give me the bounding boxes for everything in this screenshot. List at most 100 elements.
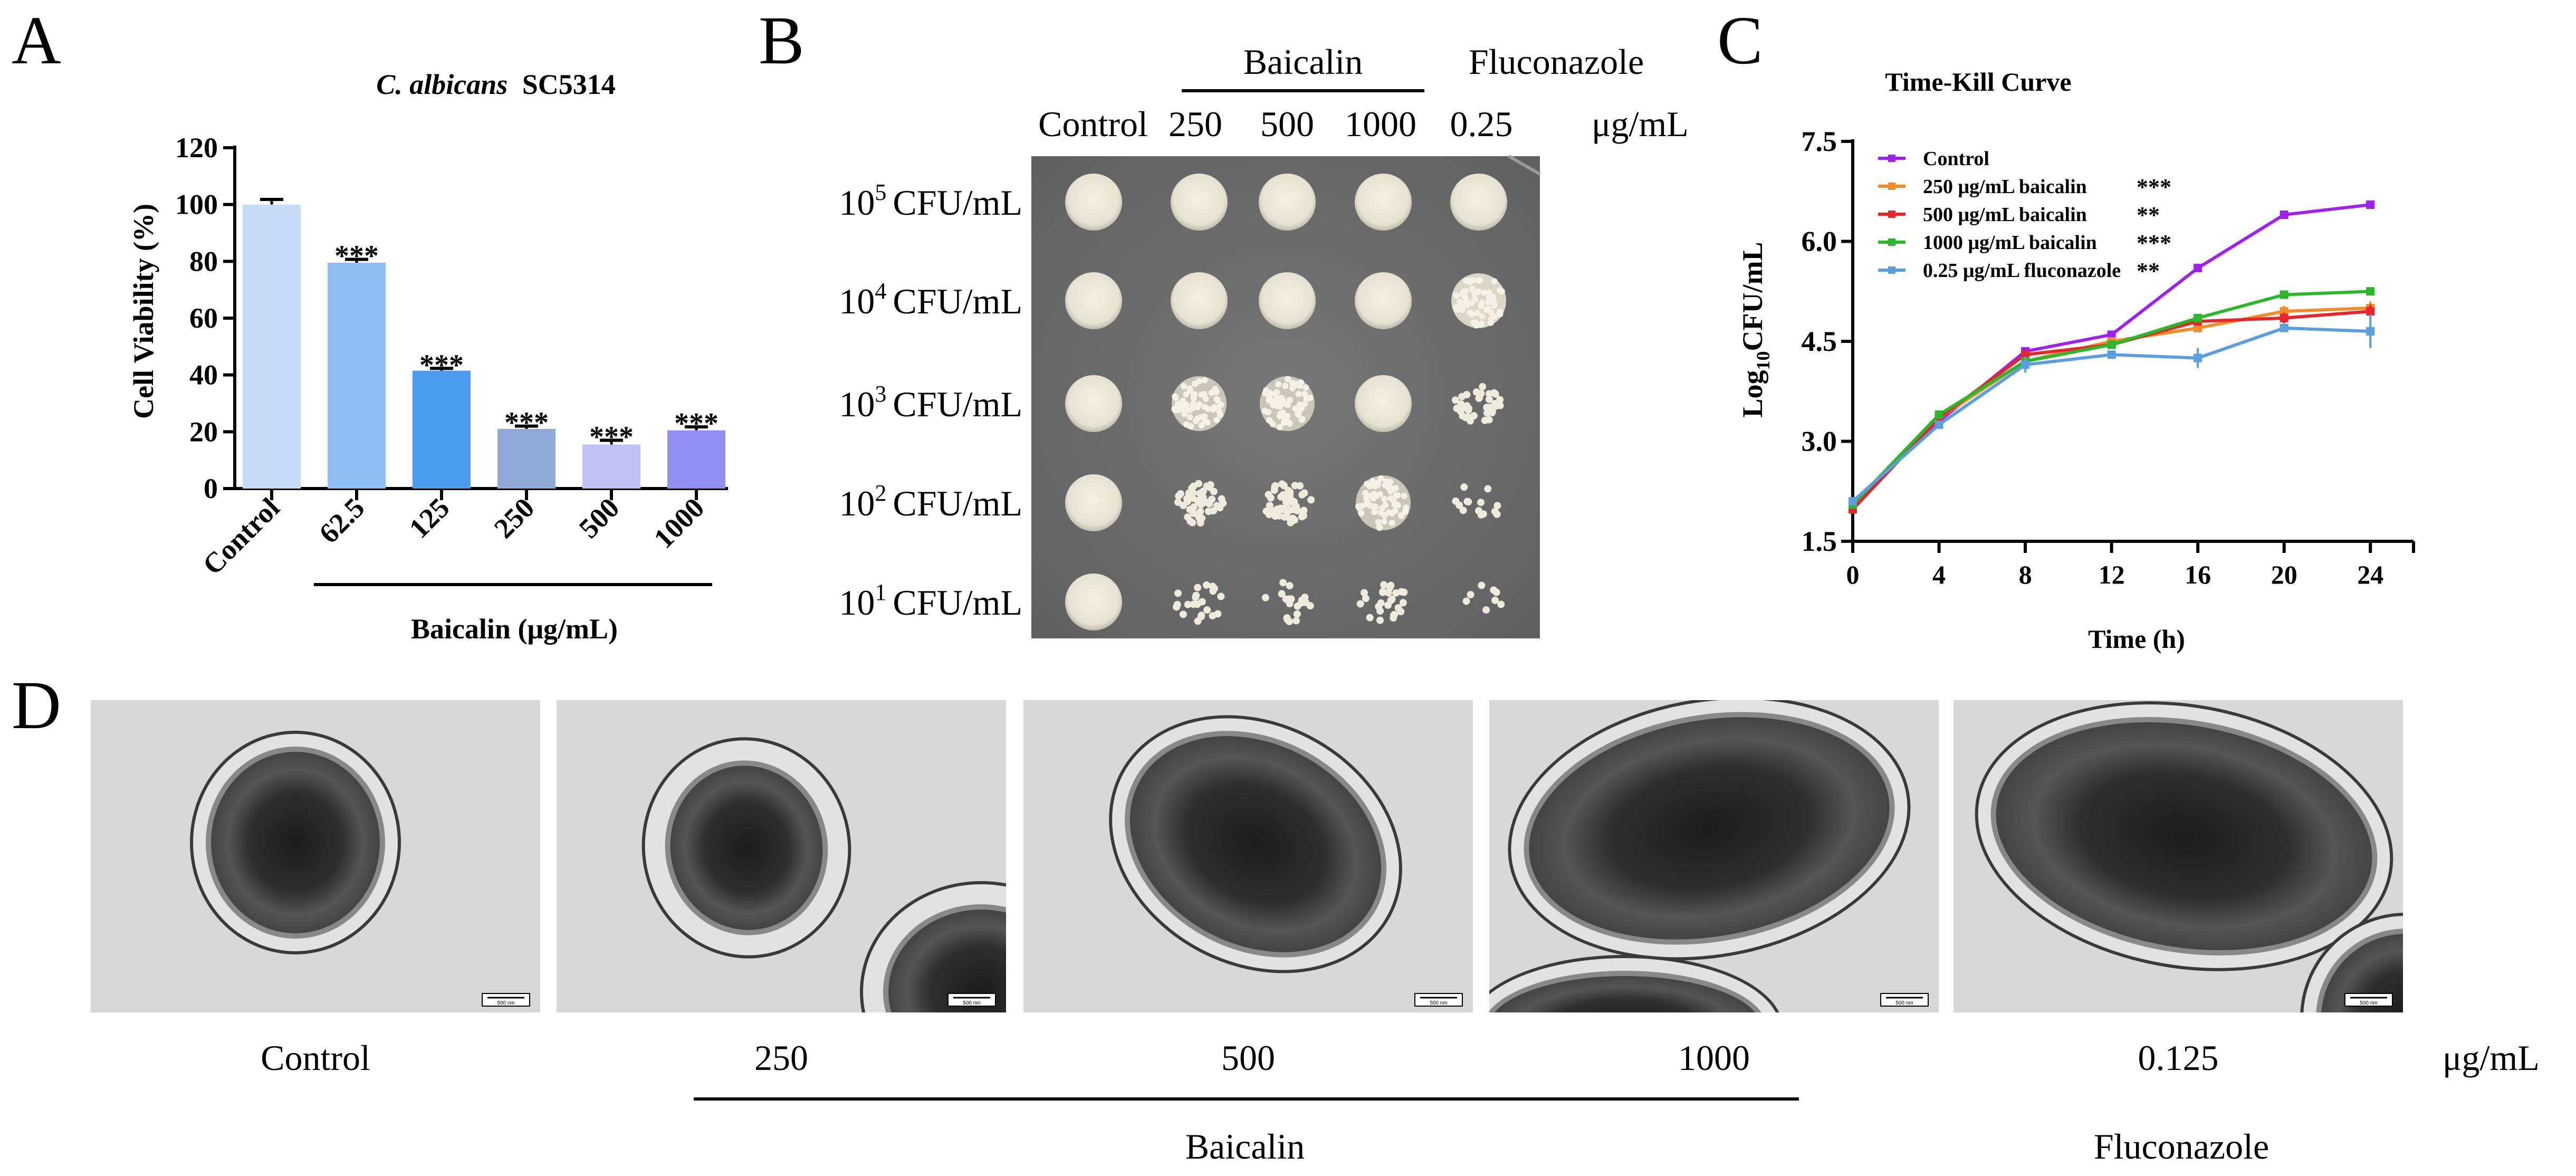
plate-spot	[1450, 174, 1507, 231]
plate-colony	[1301, 594, 1309, 601]
chart-c-legend-label: 500 μg/mL baicalin	[1923, 204, 2087, 226]
plate-colony	[1477, 499, 1485, 506]
chart-c-series	[1849, 200, 2375, 514]
line-chart-time-kill: Time-Kill Curve Log10CFU/mL Time (h) 1.5…	[1737, 67, 2415, 654]
tem-cell-membrane	[2316, 929, 2403, 1012]
chart-a-significance: ***	[334, 240, 379, 273]
tem-cytoplasm	[1129, 736, 1382, 952]
chart-a-y-tick-label: 120	[175, 132, 218, 164]
plate-colony	[1388, 520, 1395, 527]
plate-colony	[1211, 388, 1218, 395]
chart-c-title: Time-Kill Curve	[1885, 67, 2071, 97]
plate-colony	[1496, 396, 1504, 404]
chart-c-legend-significance: **	[2137, 202, 2160, 228]
plate-colony	[1307, 496, 1315, 504]
plate-colony	[1204, 405, 1211, 412]
plate-colony	[1270, 401, 1277, 408]
plate-colony	[1386, 584, 1394, 591]
plate-column-label: 250	[1169, 104, 1222, 144]
plate-column-label: 0.25	[1450, 104, 1513, 144]
tem-cytoplasm	[1996, 722, 2372, 951]
plate-colony	[1452, 396, 1460, 404]
plate-colony	[1491, 390, 1499, 398]
plate-spot	[1355, 174, 1412, 231]
plate-colony	[1470, 412, 1478, 420]
plate-colony	[1192, 594, 1200, 601]
plate-colony	[1276, 395, 1283, 401]
plate-colony	[1371, 509, 1378, 515]
plate-colony	[1267, 494, 1275, 502]
chart-c-legend-marker	[1888, 211, 1895, 218]
chart-a-significance: ***	[674, 407, 719, 440]
plate-colony	[1174, 589, 1182, 597]
chart-c-legend-significance: ***	[2137, 230, 2171, 256]
chart-a-y-tick-label: 20	[189, 416, 218, 447]
tem-cytoplasm	[670, 766, 823, 930]
tem-image-content	[1489, 700, 1911, 1012]
plate-colony	[1392, 508, 1399, 514]
plate-colony	[1458, 393, 1466, 400]
plate-colony	[1203, 581, 1211, 589]
plate-colony	[1471, 296, 1478, 303]
tem-images: 500 nm 500 nm 500 nm 500 nm 500 nm	[91, 700, 2403, 1012]
chart-a-bar	[328, 263, 386, 489]
plate-spot	[1065, 573, 1122, 630]
plate-colony	[1462, 597, 1470, 605]
plate-row-label: 102 CFU/mL	[839, 480, 1022, 523]
plate-column-label: 500	[1260, 104, 1314, 144]
plate-row-base: 10	[839, 384, 875, 424]
plate-spot	[1259, 272, 1316, 329]
chart-c-point	[2280, 323, 2288, 332]
plate-colony	[1464, 498, 1472, 506]
plate-colony	[1394, 604, 1402, 612]
plate-colony	[1203, 606, 1211, 614]
plate-colony	[1174, 498, 1182, 506]
plate-colony	[1209, 582, 1217, 590]
plate-colony	[1296, 401, 1303, 408]
plate-colony	[1481, 289, 1488, 296]
plate-colony	[1382, 482, 1388, 489]
chart-a-bar	[582, 444, 640, 489]
plate-spot	[1065, 375, 1122, 432]
plate-colony	[1177, 405, 1184, 412]
plate-colony	[1188, 484, 1196, 492]
plate-colony	[1184, 600, 1192, 608]
plate-colony	[1490, 298, 1497, 305]
plate-row-unit: CFU/mL	[893, 281, 1022, 321]
plate-spots	[1065, 174, 1507, 630]
plate-colony	[1376, 524, 1383, 531]
plate-colony	[1186, 414, 1193, 420]
plate-row-base: 10	[839, 281, 875, 321]
plate-colony	[1291, 482, 1299, 490]
plate-colony	[1469, 285, 1476, 292]
plate-colony	[1379, 588, 1387, 596]
chart-c-point	[2021, 360, 2030, 369]
tem-fluconazole-label: Fluconazole	[2094, 1126, 2269, 1167]
plate-colony	[1376, 607, 1384, 615]
chart-a-y-tick-label: 60	[189, 302, 218, 334]
tem-condition-label: 500	[1221, 1038, 1275, 1078]
plate-colony	[1476, 394, 1483, 401]
plate-colony	[1285, 376, 1291, 383]
plate-colony	[1391, 501, 1398, 508]
plate-colony	[1486, 290, 1492, 297]
tem-scale-label: 500 nm	[963, 1000, 980, 1006]
plate-colony	[1355, 503, 1362, 510]
chart-a-x-tick-label: 125	[403, 492, 456, 544]
chart-c-point	[1935, 420, 1943, 429]
chart-c-x-tick-label: 16	[2185, 560, 2211, 589]
plate-colony	[1306, 602, 1314, 610]
chart-c-ylabel-unit: CFU/mL	[1737, 242, 1768, 351]
plate-row-unit: CFU/mL	[893, 483, 1022, 523]
plate-colony	[1390, 611, 1397, 619]
plate-colony	[1402, 508, 1409, 515]
chart-c-point	[2194, 313, 2202, 322]
plate-colony	[1356, 600, 1364, 608]
tem-cytoplasm	[1529, 717, 1890, 940]
plate-spot	[1065, 474, 1122, 531]
plate-colony	[1464, 406, 1472, 414]
chart-c-point	[2366, 200, 2375, 209]
plate-unit-label: μg/mL	[1592, 104, 1689, 144]
plate-colony	[1303, 384, 1309, 391]
